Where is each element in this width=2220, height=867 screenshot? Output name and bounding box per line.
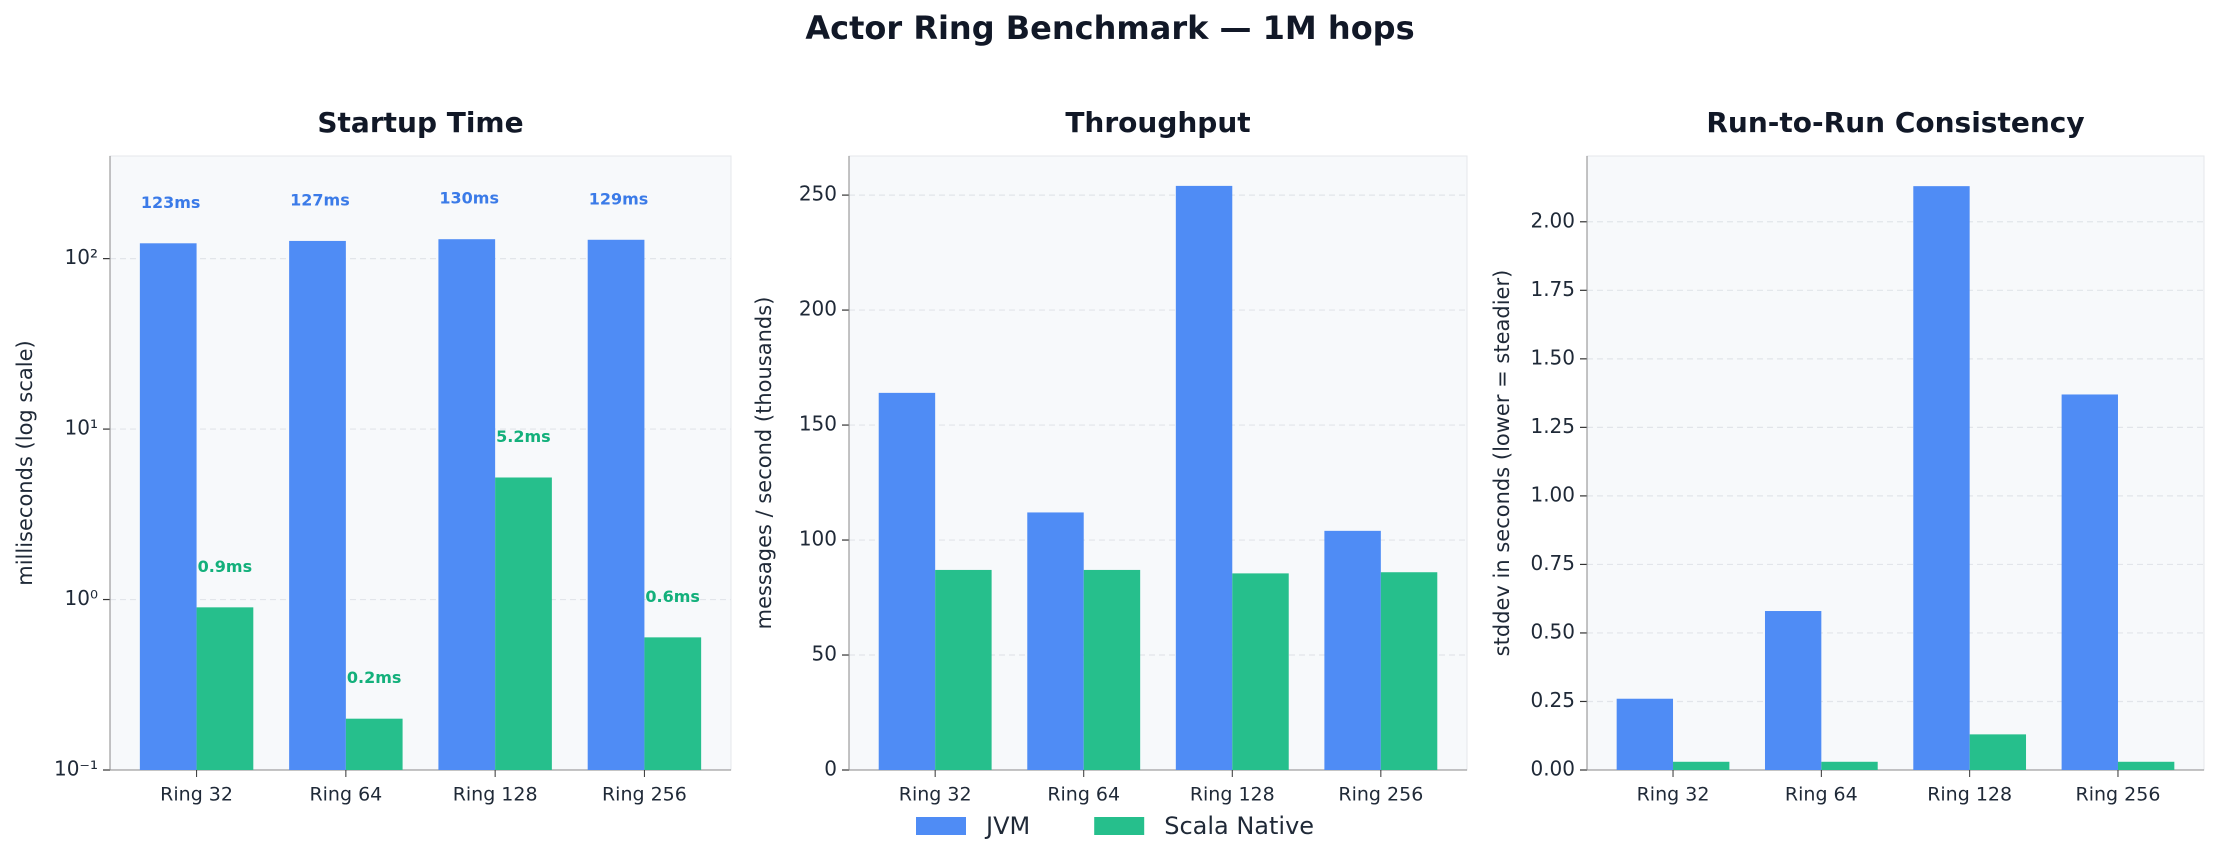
bar xyxy=(935,569,992,770)
bar xyxy=(1913,186,1970,770)
y-axis-label: milliseconds (log scale) xyxy=(13,340,37,586)
y-tick-label: 10⁰ xyxy=(65,586,98,610)
value-label: 123ms xyxy=(141,193,201,212)
bar xyxy=(644,637,702,770)
y-tick-label: 50 xyxy=(812,642,837,666)
y-tick-label: 0.25 xyxy=(1530,688,1575,712)
x-tick-label: Ring 128 xyxy=(453,784,538,806)
y-tick-label: 1.75 xyxy=(1530,277,1575,301)
x-tick-label: Ring 64 xyxy=(309,784,382,806)
x-tick-label: Ring 128 xyxy=(1927,784,2012,806)
chart-title: Startup Time xyxy=(317,106,523,139)
legend-swatch xyxy=(1094,817,1145,835)
legend-label: JVM xyxy=(984,812,1030,840)
x-tick-label: Ring 64 xyxy=(1785,784,1858,806)
chart-title: Run-to-Run Consistency xyxy=(1706,106,2084,139)
value-label: 130ms xyxy=(439,189,499,208)
bar xyxy=(1324,530,1381,770)
bar xyxy=(1380,572,1438,770)
x-tick-label: Ring 256 xyxy=(1338,784,1423,806)
bar xyxy=(2117,761,2175,770)
x-tick-label: Ring 256 xyxy=(602,784,687,806)
bar xyxy=(1616,698,1674,770)
x-tick-label: Ring 32 xyxy=(1637,784,1710,806)
y-tick-label: 250 xyxy=(799,182,837,206)
bar xyxy=(1764,611,1822,770)
y-tick-label: 2.00 xyxy=(1530,208,1575,232)
value-label: 0.2ms xyxy=(347,668,402,687)
bar xyxy=(1232,573,1289,770)
y-tick-label: 1.00 xyxy=(1530,482,1575,506)
bar xyxy=(196,607,254,770)
y-axis-label: messages / second (thousands) xyxy=(752,297,776,630)
bar xyxy=(1673,761,1730,770)
y-tick-label: 0.75 xyxy=(1530,551,1575,575)
bar xyxy=(1027,512,1084,770)
legend-label: Scala Native xyxy=(1164,812,1314,840)
y-tick-label: 200 xyxy=(799,297,837,321)
y-tick-label: 1.25 xyxy=(1530,414,1575,438)
y-tick-label: 0.50 xyxy=(1530,619,1575,643)
value-label: 5.2ms xyxy=(496,427,551,446)
bar xyxy=(1821,761,1878,770)
bar xyxy=(587,239,645,771)
bar xyxy=(139,243,197,770)
y-tick-label: 10⁻¹ xyxy=(54,757,98,781)
bar xyxy=(289,240,346,771)
bar xyxy=(2061,394,2118,770)
bar xyxy=(438,239,496,771)
y-tick-label: 10¹ xyxy=(65,416,98,440)
bar xyxy=(495,477,552,770)
bar xyxy=(345,718,403,770)
y-tick-label: 10² xyxy=(65,245,98,269)
figure-title: Actor Ring Benchmark — 1M hops xyxy=(805,9,1414,47)
x-tick-label: Ring 64 xyxy=(1047,784,1120,806)
y-tick-label: 0 xyxy=(824,757,837,781)
chart-title: Throughput xyxy=(1065,106,1250,139)
x-tick-label: Ring 256 xyxy=(2076,784,2161,806)
y-axis-label: stddev in seconds (lower = steadier) xyxy=(1490,270,1514,657)
x-tick-label: Ring 32 xyxy=(160,784,233,806)
y-tick-label: 100 xyxy=(799,527,837,551)
x-tick-label: Ring 128 xyxy=(1190,784,1275,806)
value-label: 0.9ms xyxy=(198,557,253,576)
bar xyxy=(1083,569,1141,770)
y-tick-label: 1.50 xyxy=(1530,345,1575,369)
bar xyxy=(1175,185,1233,770)
bar xyxy=(1969,734,2027,770)
value-label: 0.6ms xyxy=(645,587,700,606)
y-tick-label: 0.00 xyxy=(1530,757,1575,781)
value-label: 127ms xyxy=(290,190,350,209)
x-tick-label: Ring 32 xyxy=(899,784,972,806)
y-tick-label: 150 xyxy=(799,412,837,436)
legend-swatch xyxy=(916,817,966,835)
bar xyxy=(878,392,936,770)
value-label: 129ms xyxy=(589,189,649,208)
